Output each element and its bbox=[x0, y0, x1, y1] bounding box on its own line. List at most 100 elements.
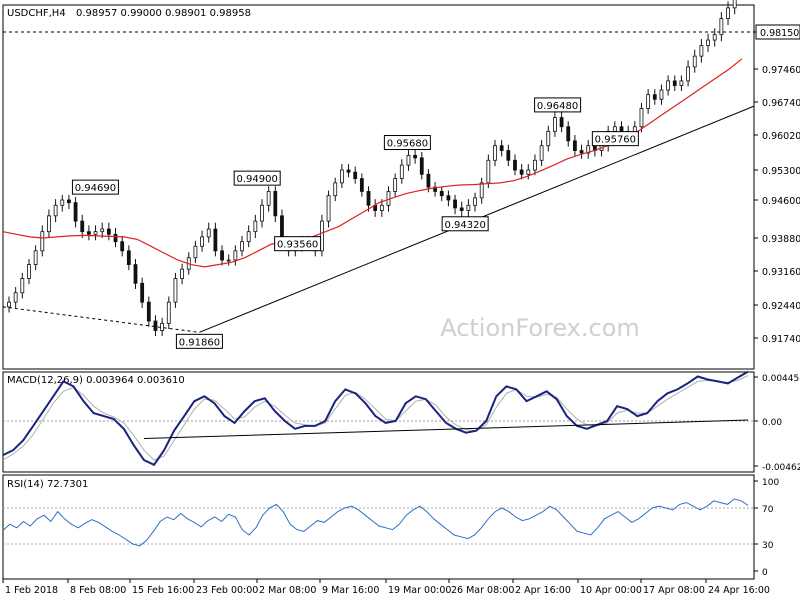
candle-body bbox=[546, 130, 551, 147]
candle-body bbox=[160, 322, 165, 331]
price-annotation: 0.96480 bbox=[537, 101, 578, 112]
candle-body bbox=[459, 207, 464, 211]
price-tick-label: 0.96740 bbox=[762, 98, 800, 109]
price-annotation: 0.91860 bbox=[179, 337, 220, 348]
candle-body bbox=[320, 220, 324, 252]
time-tick-label: 2 Apr 16:00 bbox=[515, 585, 571, 596]
macd-line bbox=[2, 370, 749, 467]
candle-body bbox=[260, 204, 264, 222]
candle-body bbox=[253, 220, 258, 233]
candle-body bbox=[220, 250, 224, 261]
price-tick-label: 0.94600 bbox=[762, 196, 800, 207]
candle-body bbox=[13, 292, 18, 303]
price-annotation-box bbox=[383, 135, 431, 151]
candle-body bbox=[473, 197, 477, 206]
level-price-box bbox=[755, 24, 800, 40]
candle-body bbox=[419, 157, 424, 175]
candle-body bbox=[126, 250, 131, 265]
candle-body bbox=[646, 94, 651, 109]
candle-body bbox=[353, 171, 358, 179]
time-tick-label: 2 Mar 08:00 bbox=[259, 585, 316, 596]
candle-body bbox=[120, 241, 125, 252]
time-tick-label: 10 Apr 00:00 bbox=[580, 585, 642, 596]
candle-body bbox=[579, 150, 584, 154]
candle-body bbox=[213, 228, 218, 252]
price-annotation-box bbox=[534, 97, 582, 113]
candle-body bbox=[426, 173, 431, 188]
time-tick-label: 19 Mar 00:00 bbox=[388, 585, 451, 596]
price-annotation-box bbox=[71, 179, 119, 195]
candle-body bbox=[193, 245, 198, 259]
price-annotation: 0.95680 bbox=[387, 139, 428, 150]
candle-body bbox=[67, 199, 71, 204]
price-annotation: 0.94900 bbox=[237, 174, 278, 185]
candle-body bbox=[499, 145, 504, 151]
candle-body bbox=[27, 264, 31, 279]
rsi-label: RSI(14) 72.7301 bbox=[7, 479, 88, 490]
candle-body bbox=[573, 140, 577, 151]
candle-body bbox=[7, 301, 11, 308]
price-tick-label: 0.97460 bbox=[762, 65, 800, 76]
candle-body bbox=[486, 159, 491, 184]
candle-body bbox=[639, 108, 644, 128]
rsi-pane bbox=[2, 474, 755, 580]
price-tick-label: 0.96020 bbox=[762, 131, 800, 142]
candle-body bbox=[513, 159, 517, 171]
candle-body bbox=[699, 45, 704, 57]
price-tick-label: 0.95300 bbox=[762, 166, 800, 177]
time-tick-label: 26 Mar 08:00 bbox=[451, 585, 514, 596]
candle-body bbox=[519, 169, 524, 175]
candle-body bbox=[659, 89, 664, 100]
candle-body bbox=[692, 55, 697, 68]
candle-body bbox=[100, 228, 105, 233]
candle-body bbox=[33, 250, 38, 265]
macd-trendline bbox=[143, 419, 749, 440]
candle-body bbox=[732, 0, 737, 9]
candle-body bbox=[166, 301, 171, 324]
candle-body bbox=[479, 182, 484, 199]
candle-body bbox=[226, 259, 231, 262]
macd-label: MACD(12,26,9) 0.003964 0.003610 bbox=[7, 375, 185, 386]
candle-body bbox=[399, 164, 404, 179]
rsi-tick-label: 100 bbox=[762, 478, 779, 488]
time-tick-label: 8 Feb 08:00 bbox=[70, 585, 126, 596]
candle-body bbox=[406, 155, 411, 166]
price-annotation-box bbox=[233, 170, 281, 186]
price-annotation-box bbox=[274, 236, 322, 252]
price-tick-label: 0.91740 bbox=[762, 334, 800, 345]
rsi-tick-label: 70 bbox=[762, 505, 774, 515]
price-annotation: 0.94320 bbox=[444, 220, 485, 231]
candle-body bbox=[133, 264, 138, 284]
time-tick-label: 17 Apr 08:00 bbox=[643, 585, 705, 596]
candle-body bbox=[106, 228, 111, 235]
candle-body bbox=[333, 182, 338, 197]
candle-body bbox=[706, 39, 710, 46]
time-tick-label: 1 Feb 2018 bbox=[5, 585, 58, 596]
candle-body bbox=[553, 117, 557, 132]
macd-pane bbox=[2, 371, 755, 473]
time-tick-label: 24 Apr 16:00 bbox=[708, 585, 770, 596]
price-annotation: 0.93560 bbox=[277, 240, 318, 251]
candle-body bbox=[146, 301, 151, 322]
candle-body bbox=[446, 195, 451, 201]
candle-body bbox=[273, 191, 278, 217]
symbol-label: USDCHF,H4 bbox=[7, 8, 66, 19]
macd-tick-label: -0.00462 bbox=[762, 463, 800, 473]
price-annotation: 0.94690 bbox=[75, 183, 116, 194]
candle-body bbox=[533, 159, 537, 171]
candle-body bbox=[266, 191, 271, 206]
candle-body bbox=[612, 126, 617, 132]
price-annotation-box bbox=[441, 216, 489, 232]
candle-body bbox=[173, 278, 178, 303]
candle-body bbox=[53, 204, 58, 217]
candle-body bbox=[80, 220, 85, 233]
price-tick-label: 0.92440 bbox=[762, 301, 800, 312]
candle-body bbox=[539, 145, 544, 161]
watermark: ActionForex.com bbox=[440, 314, 640, 342]
candle-body bbox=[326, 195, 331, 222]
candle-body bbox=[712, 34, 717, 41]
candle-body bbox=[93, 231, 98, 235]
candle-body bbox=[140, 282, 145, 303]
